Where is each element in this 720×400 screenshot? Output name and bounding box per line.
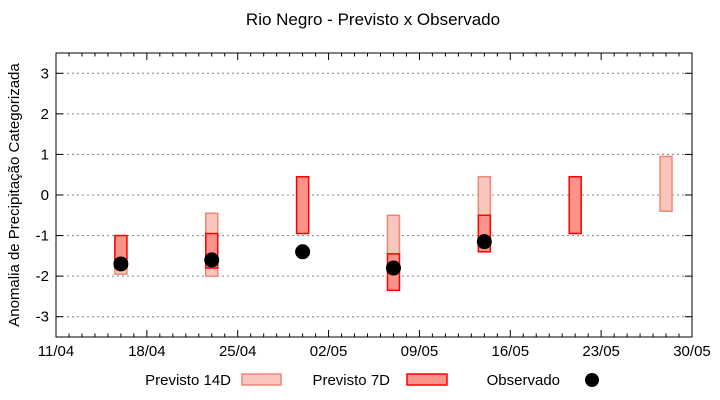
observado-dot [204,252,220,268]
legend: Previsto 14D Previsto 7D Observado [145,372,599,389]
legend-label-previsto-14d: Previsto 14D [145,372,231,389]
legend-label-previsto-7d: Previsto 7D [312,372,390,389]
x-tick-label: 09/05 [401,343,439,360]
y-tick-label: -3 [36,309,49,326]
observado-dot [476,234,492,250]
y-axis-label: Anomalia de Precipitação Categorizada [6,63,23,327]
y-tick-label: -2 [36,268,49,285]
observado-dot [385,260,401,276]
legend-swatch-previsto-7d [406,373,448,386]
x-tick-label: 11/04 [38,343,74,360]
previsto-7d-bar [568,175,582,235]
x-tick-label: 02/05 [310,343,348,360]
x-tick-label: 18/04 [128,343,166,360]
legend-dot-observado [585,373,599,387]
previsto-7d-bar [295,175,310,235]
y-tick-label: 3 [41,65,49,82]
previsto-14d-bar [477,175,492,217]
chart-title: Rio Negro - Previsto x Observado [246,10,500,29]
y-tick-label: -1 [36,228,49,245]
y-tick-label: 0 [41,187,49,204]
plot-border [55,52,693,338]
legend-swatch-previsto-14d [241,373,282,386]
y-tick-label: 1 [41,146,49,163]
plot-area: 11/04 18/04 25/04 02/05 09/05 16/05 23/05 30/05… [36,53,711,360]
x-tick-label: 25/04 [219,343,257,360]
x-tick-label: 16/05 [492,343,530,360]
previsto-14d-bar [386,214,401,255]
observado-dot [113,256,129,272]
legend-label-observado: Observado [487,372,560,389]
previsto-14d-bar [659,155,673,212]
x-tick-label: 23/05 [582,343,620,360]
y-tick-label: 2 [41,106,49,123]
observado-dot [295,244,311,260]
x-tick-label: 30/05 [673,343,711,360]
